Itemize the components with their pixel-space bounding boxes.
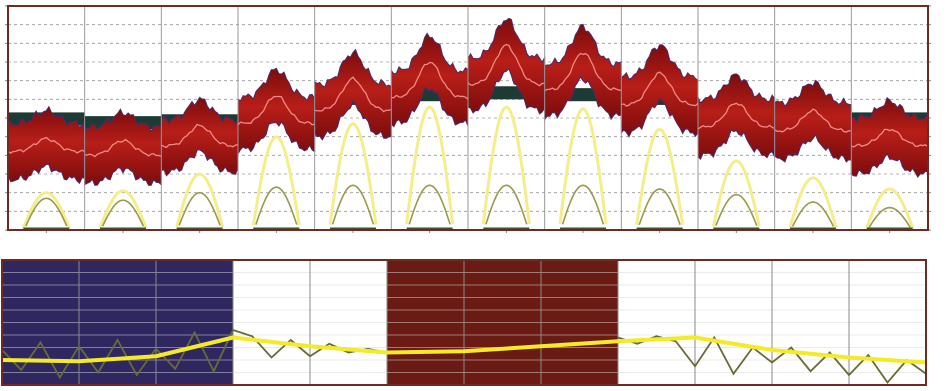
outer-bell-curve (98, 189, 148, 229)
inner-bell-curve (638, 188, 681, 226)
inner-bell-curve (331, 184, 375, 225)
inner-bell-curve (485, 184, 528, 225)
monthly-median-line (467, 43, 545, 87)
outer-bell-curve (788, 176, 838, 228)
monthly-median-line (7, 136, 85, 154)
inner-bell-curve (255, 186, 298, 225)
monthly-median-line (237, 95, 315, 126)
upper-panel (5, 5, 931, 233)
outer-bell-curve (635, 127, 685, 226)
outer-bell-curve (481, 105, 531, 224)
inner-bell-curve (791, 201, 835, 227)
outer-bell-curve (865, 187, 915, 229)
outer-bell-curve (251, 135, 301, 226)
outer-bell-curve (405, 105, 455, 224)
monthly-median-line (697, 102, 775, 130)
monthly-median-line (84, 138, 162, 158)
trend-line (1, 335, 927, 365)
outer-bell-curve (328, 122, 378, 225)
inner-bell-curve (25, 197, 68, 227)
lower-panel (1, 259, 927, 386)
monthly-median-line (391, 61, 469, 100)
outer-bell-curve (175, 172, 225, 228)
inner-bell-curve (178, 191, 221, 226)
lower-frame (1, 259, 927, 386)
inner-bell-curve (561, 184, 605, 225)
inner-bell-curve (868, 206, 911, 228)
monthly-median-line (544, 52, 622, 92)
monthly-median-line (314, 76, 392, 113)
monthly-median-line (851, 128, 929, 148)
inner-bell-curve (101, 199, 145, 227)
monthly-median-line (774, 108, 852, 133)
inner-bell-curve (408, 184, 451, 225)
outer-bell-curve (711, 159, 761, 227)
upper-frame (7, 5, 929, 231)
outer-bell-curve (21, 191, 71, 229)
inner-bell-curve (715, 193, 758, 226)
monthly-median-line (161, 123, 239, 149)
monthly-median-line (621, 71, 699, 107)
outer-bell-curve (558, 107, 608, 225)
